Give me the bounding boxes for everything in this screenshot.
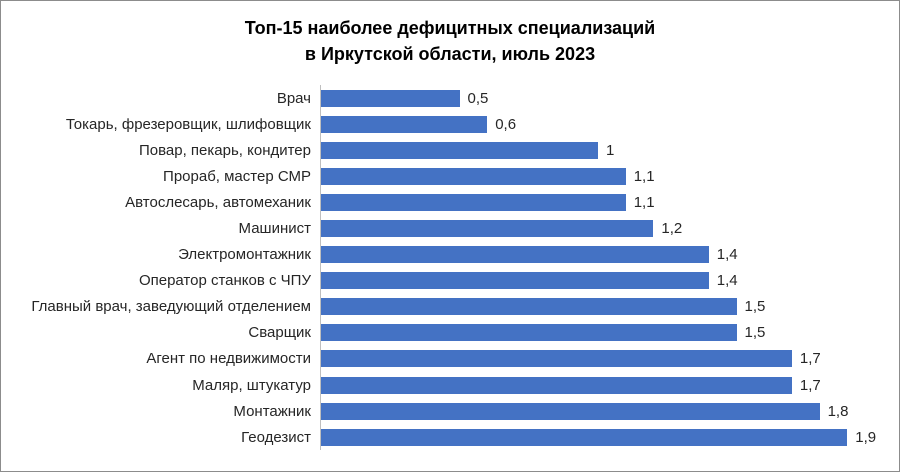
bar [321, 220, 654, 238]
bar [321, 324, 737, 342]
bar [321, 298, 737, 316]
bar [321, 402, 820, 420]
bar [321, 428, 848, 446]
bar [321, 246, 709, 264]
bar-row: Главный врач, заведующий отделением 1,5 [1, 293, 899, 320]
bar-track: 1,7 [320, 345, 875, 373]
bar-row: Автослесарь, автомеханик 1,1 [1, 189, 899, 216]
bar-row: Маляр, штукатур 1,7 [1, 372, 899, 399]
plot-area: Врач 0,5 Токарь, фрезеровщик, шлифовщик 0,6… [1, 85, 899, 451]
bar [321, 350, 792, 368]
value-label: 1 [606, 141, 615, 159]
category-label: Геодезист [241, 428, 311, 446]
category-label: Сварщик [248, 324, 311, 342]
bar [321, 167, 626, 185]
bar-row: Машинист 1,2 [1, 215, 899, 242]
category-label: Оператор станков с ЧПУ [138, 272, 311, 290]
category-label: Машинист [238, 220, 311, 238]
bar-track: 1,2 [320, 215, 875, 242]
category-label: Монтажник [233, 402, 311, 420]
bar [321, 272, 709, 290]
bar-track: 1,5 [320, 319, 875, 346]
bar [321, 89, 460, 107]
value-label: 1,8 [827, 402, 849, 420]
category-label: Маляр, штукатур [192, 376, 311, 394]
category-label: Агент по недвижимости [146, 350, 311, 368]
bar-row: Повар, пекарь, кондитер 1 [1, 137, 899, 164]
value-label: 1,5 [744, 324, 766, 342]
bar-row: Сварщик 1,5 [1, 319, 899, 346]
category-label: Электромонтажник [178, 246, 311, 264]
bar-track: 1,9 [320, 424, 877, 451]
bar-row: Оператор станков с ЧПУ 1,4 [1, 267, 899, 294]
bar-row: Агент по недвижимости 1,7 [1, 345, 899, 373]
bar-row: Монтажник 1,8 [1, 398, 899, 425]
value-label: 1,4 [716, 246, 738, 264]
bar-track: 0,5 [320, 85, 875, 112]
value-label: 0,6 [495, 115, 517, 133]
chart-title-line-1: Топ-15 наиболее дефицитных специализаций [244, 18, 656, 38]
value-label: 1,4 [716, 272, 738, 290]
bar-track: 0,6 [320, 111, 875, 138]
bar [321, 115, 488, 133]
bar-row: Прораб, мастер СМР 1,1 [1, 163, 899, 190]
value-label: 1,7 [799, 376, 821, 394]
bar [321, 376, 792, 394]
bar-row: Токарь, фрезеровщик, шлифовщик 0,6 [1, 111, 899, 138]
value-label: 1,7 [799, 350, 821, 368]
value-label: 0,5 [467, 89, 489, 107]
bar [321, 193, 626, 211]
category-label: Автослесарь, автомеханик [125, 193, 311, 211]
chart-title: Топ-15 наиболее дефицитных специализаций… [1, 15, 899, 67]
bar-row: Геодезист 1,9 [1, 424, 899, 451]
value-label: 1,1 [633, 193, 655, 211]
value-label: 1,2 [661, 220, 683, 238]
chart-title-line-2: в Иркутской области, июль 2023 [304, 44, 596, 64]
bar-track: 1 [320, 137, 875, 164]
bar-track: 1,4 [320, 267, 875, 294]
bar-track: 1,4 [320, 241, 875, 268]
category-label: Главный врач, заведующий отделением [31, 298, 311, 316]
bar-track: 1,5 [320, 293, 875, 320]
value-label: 1,1 [633, 167, 655, 185]
bar-track: 1,1 [320, 189, 875, 216]
value-label: 1,5 [744, 298, 766, 316]
value-label: 1,9 [855, 428, 877, 446]
bar-track: 1,7 [320, 372, 875, 399]
bar-row: Электромонтажник 1,4 [1, 241, 899, 268]
category-label: Повар, пекарь, кондитер [138, 141, 311, 159]
category-label: Токарь, фрезеровщик, шлифовщик [65, 115, 311, 133]
bar-row: Врач 0,5 [1, 85, 899, 112]
bar [321, 141, 598, 159]
category-label: Врач [276, 89, 311, 107]
bar-track: 1,1 [320, 163, 875, 190]
bar-track: 1,8 [320, 398, 875, 425]
category-label: Прораб, мастер СМР [163, 167, 311, 185]
